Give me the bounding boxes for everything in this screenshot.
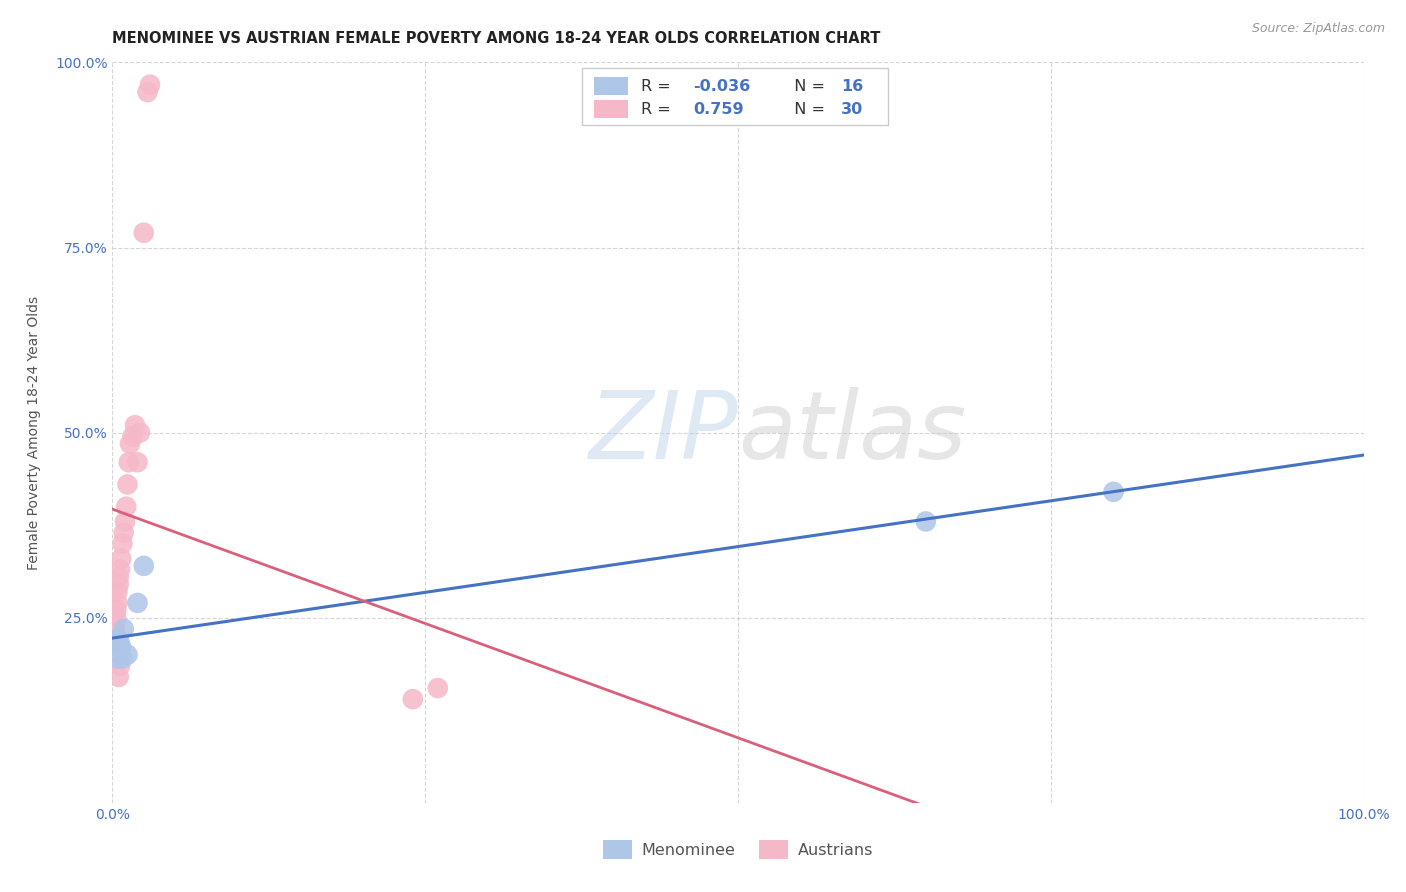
Point: [105, 610, 128, 624]
Point: [108, 658, 131, 673]
Point: [107, 577, 129, 591]
Legend: Menominee, Austrians: Menominee, Austrians: [596, 834, 880, 865]
Point: [115, 500, 138, 514]
Point: [127, 455, 149, 469]
Point: [107, 670, 129, 684]
Point: [124, 418, 146, 433]
Point: [107, 640, 129, 655]
Point: [105, 603, 128, 617]
Text: 0.759: 0.759: [693, 102, 744, 117]
Point: [129, 425, 152, 440]
Point: [107, 596, 129, 610]
FancyBboxPatch shape: [582, 68, 889, 126]
Point: [132, 226, 155, 240]
Point: [107, 651, 129, 665]
Point: [108, 563, 131, 577]
Point: [111, 536, 134, 550]
Text: 16: 16: [841, 78, 863, 94]
Point: [402, 692, 425, 706]
Point: [127, 596, 149, 610]
FancyBboxPatch shape: [595, 78, 628, 95]
Point: [117, 477, 139, 491]
Text: R =: R =: [641, 102, 675, 117]
FancyBboxPatch shape: [595, 100, 628, 118]
Text: R =: R =: [641, 78, 675, 94]
Text: MENOMINEE VS AUSTRIAN FEMALE POVERTY AMONG 18-24 YEAR OLDS CORRELATION CHART: MENOMINEE VS AUSTRIAN FEMALE POVERTY AMO…: [112, 31, 880, 46]
Point: [103, 629, 125, 643]
Point: [112, 525, 135, 540]
Text: N =: N =: [785, 78, 831, 94]
Point: [426, 681, 449, 695]
Point: [1102, 484, 1125, 499]
Text: Source: ZipAtlas.com: Source: ZipAtlas.com: [1251, 22, 1385, 36]
Point: [118, 436, 141, 450]
Point: [104, 622, 127, 636]
Point: [108, 637, 131, 651]
Point: [107, 584, 129, 599]
Point: [105, 632, 128, 647]
Point: [114, 515, 136, 529]
Y-axis label: Female Poverty Among 18-24 Year Olds: Female Poverty Among 18-24 Year Olds: [27, 295, 41, 570]
Text: N =: N =: [785, 102, 831, 117]
Point: [104, 618, 127, 632]
Point: [112, 622, 135, 636]
Point: [121, 429, 143, 443]
Point: [111, 651, 134, 665]
Point: [110, 551, 132, 566]
Point: [107, 632, 129, 647]
Point: [105, 632, 128, 647]
Point: [136, 85, 159, 99]
Text: atlas: atlas: [738, 387, 966, 478]
Point: [118, 455, 141, 469]
Point: [103, 637, 125, 651]
Point: [104, 637, 127, 651]
Text: -0.036: -0.036: [693, 78, 751, 94]
Point: [107, 570, 129, 584]
Text: ZIP: ZIP: [589, 387, 738, 478]
Point: [915, 515, 938, 529]
Point: [117, 648, 139, 662]
Point: [132, 558, 155, 573]
Text: 30: 30: [841, 102, 863, 117]
Point: [139, 78, 162, 92]
Point: [103, 632, 125, 647]
Point: [110, 640, 132, 655]
